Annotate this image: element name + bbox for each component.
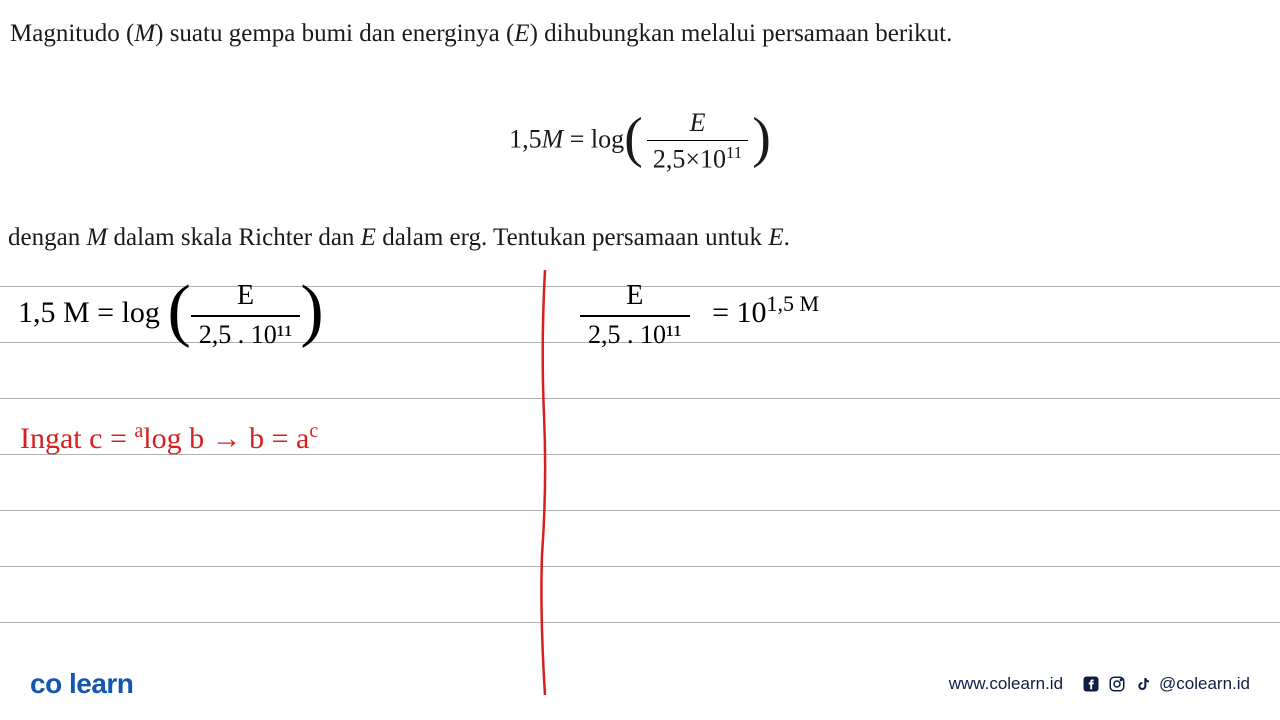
fraction: E2,5 . 10¹¹ — [191, 280, 301, 350]
handwritten-left-eq: 1,5 M = log (E2,5 . 10¹¹) — [18, 280, 324, 350]
variable-E: E — [361, 224, 376, 251]
text: . — [784, 224, 790, 251]
paren-right: ) — [752, 119, 771, 158]
rule-line — [0, 398, 1280, 399]
text: ) dihubungkan melalui persamaan berikut. — [530, 20, 953, 47]
exponent: 1,5 M — [767, 291, 820, 316]
frac-den: 2,5 . 10¹¹ — [191, 315, 301, 350]
rule-line — [0, 510, 1280, 511]
frac-den: 2,5×1011 — [647, 140, 748, 175]
eq-log: = log — [563, 124, 624, 153]
instagram-icon — [1107, 674, 1127, 694]
handwritten-right-eq: E2,5 . 10¹¹ = 101,5 M — [580, 280, 819, 350]
lhs-coef: 1,5 — [509, 124, 542, 153]
logo-co: co — [30, 668, 62, 699]
colearn-logo: co learn — [30, 668, 133, 700]
problem-statement: Magnitudo (M) suatu gempa bumi dan energ… — [10, 20, 1270, 48]
variable-M: M — [86, 224, 107, 251]
rule-line — [0, 622, 1280, 623]
footer-url: www.colearn.id — [949, 674, 1063, 694]
frac-num: E — [647, 108, 748, 140]
hint-rhs: b = ac — [249, 422, 318, 455]
footer-right: www.colearn.id @colearn.id — [949, 674, 1250, 694]
eq-rhs: = 10 — [712, 296, 766, 329]
hint-arrow: → — [212, 422, 242, 455]
rule-line — [0, 566, 1280, 567]
handwritten-hint: Ingat c = alog b → b = ac — [20, 420, 318, 456]
text: dalam erg. Tentukan persamaan untuk — [376, 224, 768, 251]
footer: co learn www.colearn.id @colearn.id — [30, 668, 1250, 700]
variable-E: E — [514, 20, 529, 47]
paren-left: ( — [167, 290, 190, 332]
frac-den: 2,5 . 10¹¹ — [580, 315, 690, 350]
red-divider — [535, 265, 555, 705]
footer-handle: @colearn.id — [1159, 674, 1250, 694]
hint-base-a: a — [134, 420, 143, 442]
variable-E: E — [768, 224, 783, 251]
lhs-M: M — [542, 124, 564, 153]
text: dalam skala Richter dan — [107, 224, 360, 251]
variable-M: M — [134, 20, 155, 47]
hint-log: log b — [143, 422, 204, 455]
main-equation: 1,5M = log(E2,5×1011) — [0, 108, 1280, 175]
social-icons: @colearn.id — [1081, 674, 1250, 694]
frac-num: E — [580, 280, 690, 315]
hint-pre: Ingat c = — [20, 422, 127, 455]
facebook-icon — [1081, 674, 1101, 694]
fraction: E2,5×1011 — [643, 108, 752, 175]
paren-right: ) — [300, 290, 323, 332]
text: Magnitudo ( — [10, 20, 134, 47]
eq-lhs: 1,5 M = log — [18, 296, 160, 329]
fraction: E2,5 . 10¹¹ — [580, 280, 690, 350]
logo-dot — [62, 668, 69, 699]
paren-left: ( — [624, 119, 643, 158]
problem-subtext: dengan M dalam skala Richter dan E dalam… — [8, 224, 790, 252]
tiktok-icon — [1133, 674, 1153, 694]
text: dengan — [8, 224, 86, 251]
text: ) suatu gempa bumi dan energinya ( — [155, 20, 514, 47]
frac-num: E — [191, 280, 301, 315]
logo-learn: learn — [69, 668, 133, 699]
